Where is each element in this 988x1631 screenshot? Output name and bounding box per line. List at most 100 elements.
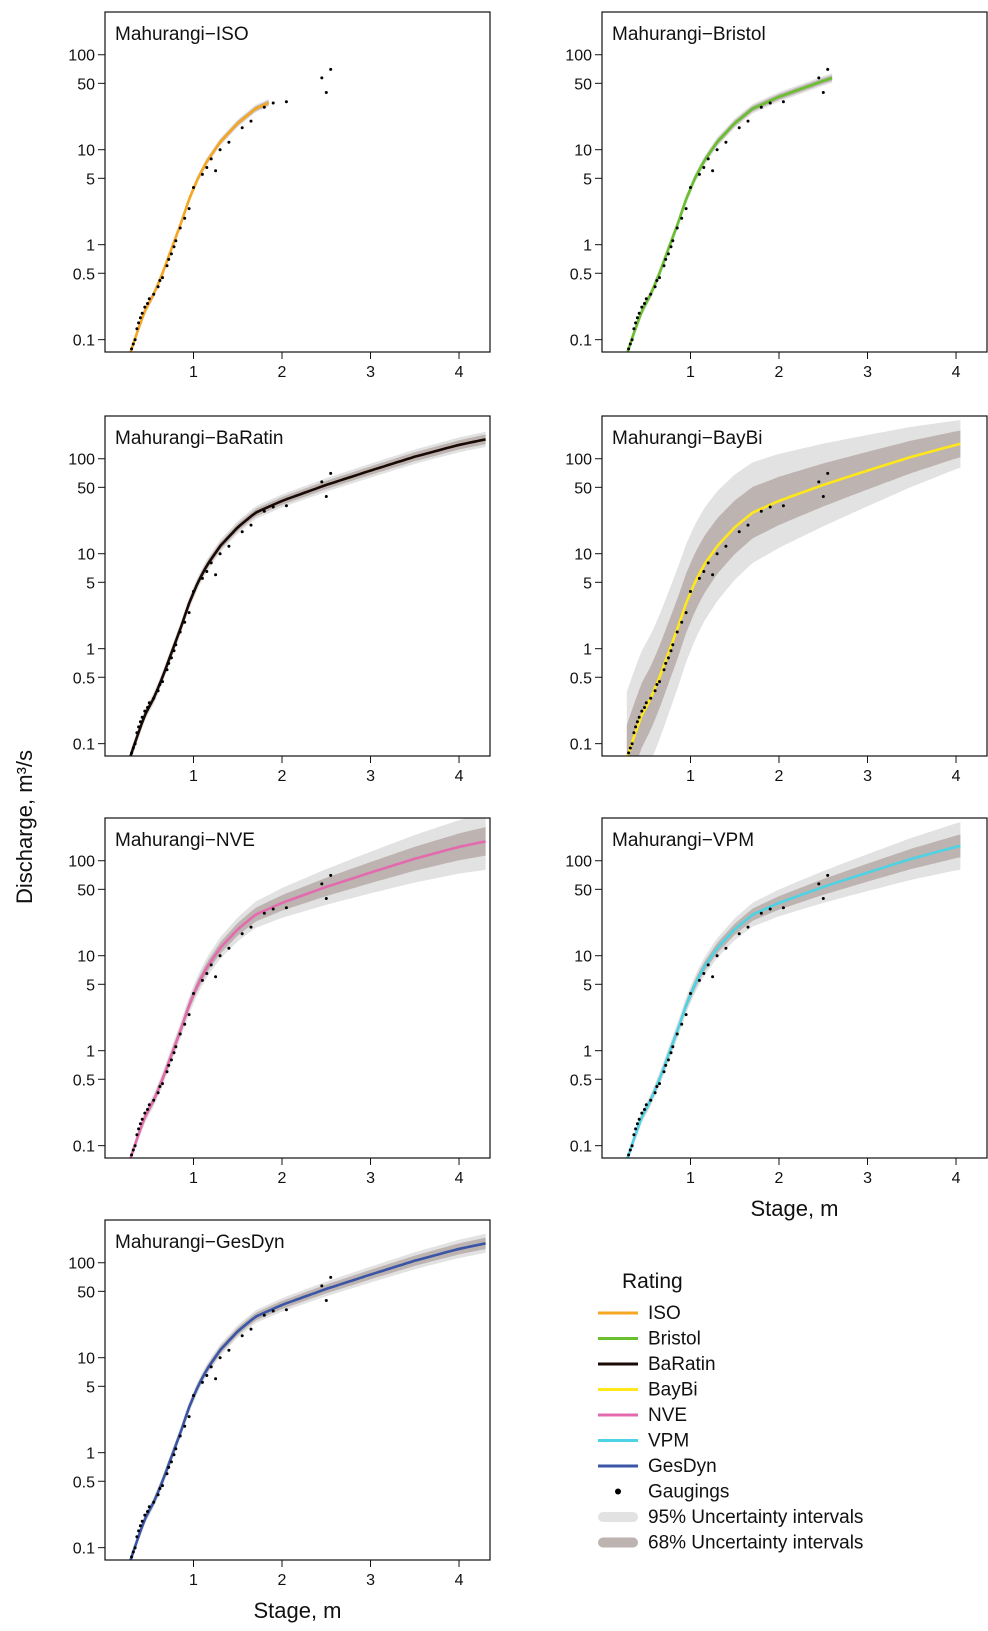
gauging-point xyxy=(680,620,684,624)
y-tick-label: 0.1 xyxy=(73,1541,95,1558)
legend-label: 68% Uncertainty intervals xyxy=(648,1533,863,1554)
x-tick-label: 2 xyxy=(278,1170,287,1187)
gauging-point xyxy=(161,1082,164,1086)
gauging-point xyxy=(209,157,213,161)
uncertainty-band-95 xyxy=(626,420,961,756)
gauging-point xyxy=(697,172,701,176)
gauging-point xyxy=(138,720,142,724)
gauging-point xyxy=(167,661,171,665)
gauging-point xyxy=(746,523,750,527)
panel-bristol: Mahurangi−Bristol 1 2 3 4 100 50 10 5 1 0.5 0.1 xyxy=(565,11,988,381)
uncertainty-band-95 xyxy=(129,1233,486,1560)
gauging-point xyxy=(715,552,719,556)
gauging-point xyxy=(140,311,144,315)
gauging-point xyxy=(227,946,231,950)
y-tick-label: 0.5 xyxy=(73,1072,95,1089)
gauging-point xyxy=(227,140,231,144)
gauging-point xyxy=(689,590,692,593)
y-tick-label: 100 xyxy=(565,48,592,65)
gauging-point xyxy=(165,1472,169,1476)
gauging-point xyxy=(637,1117,641,1121)
gauging-point xyxy=(706,561,710,565)
y-tick-label: 1 xyxy=(86,1044,95,1061)
gauging-point xyxy=(187,611,191,615)
gauging-point xyxy=(240,932,244,936)
legend: Rating ISO Bristol BaRatin BayBi NVE VPM GesDyn… xyxy=(598,1270,863,1554)
x-tick-label: 3 xyxy=(863,364,872,381)
gauging-point xyxy=(634,725,638,729)
y-tick-label: 10 xyxy=(574,547,592,564)
y-tick-label: 50 xyxy=(77,480,95,497)
gauging-point xyxy=(187,1415,191,1419)
y-tick-label: 5 xyxy=(86,575,95,592)
gauging-point xyxy=(161,276,164,280)
y-tick-label: 10 xyxy=(77,547,95,564)
gauging-point xyxy=(249,523,253,527)
gauging-point xyxy=(130,1555,134,1559)
gauging-point xyxy=(131,1148,135,1152)
gauging-point xyxy=(669,649,673,653)
gauging-point xyxy=(630,1144,634,1148)
gauging-point xyxy=(669,1051,673,1055)
y-tick-label: 10 xyxy=(574,949,592,966)
y-tick-label: 0.5 xyxy=(73,1474,95,1491)
panel-title: Mahurangi−NVE xyxy=(115,830,255,851)
gauging-point xyxy=(826,67,830,71)
x-tick-label: 1 xyxy=(189,364,198,381)
y-tick-label: 5 xyxy=(583,977,592,994)
gauging-point xyxy=(152,696,156,700)
gauging-point xyxy=(635,316,639,320)
y-tick-label: 50 xyxy=(574,882,592,899)
uncertainty-band-95 xyxy=(129,431,486,756)
gauging-point xyxy=(138,1122,142,1126)
gauging-point xyxy=(152,1500,156,1504)
gauging-point xyxy=(320,882,324,886)
gauging-point xyxy=(172,245,176,249)
gauging-point xyxy=(143,1513,147,1517)
legend-label: 95% Uncertainty intervals xyxy=(648,1507,863,1528)
gauging-point xyxy=(262,105,266,109)
gauging-point xyxy=(632,731,636,735)
panel-title: Mahurangi−Bristol xyxy=(612,24,766,45)
y-tick-label: 5 xyxy=(583,171,592,188)
gauging-point xyxy=(684,207,688,211)
gauging-point xyxy=(147,297,151,301)
gauging-point xyxy=(135,731,139,735)
rating-curve-gesdyn xyxy=(129,1242,486,1560)
gauging-point xyxy=(192,1394,195,1397)
gauging-point xyxy=(826,471,830,475)
rating-curve-iso xyxy=(129,101,270,352)
legend-label: Gaugings xyxy=(648,1482,729,1503)
gauging-point xyxy=(135,327,139,331)
x-tick-label: 4 xyxy=(455,1170,464,1187)
gauging-point xyxy=(658,680,661,684)
gauging-point xyxy=(826,873,830,877)
y-tick-label: 100 xyxy=(68,854,95,871)
x-tick-label: 1 xyxy=(189,1170,198,1187)
y-tick-label: 0.1 xyxy=(570,737,592,754)
panel-title: Mahurangi−ISO xyxy=(115,24,249,45)
legend-title: Rating xyxy=(622,1270,683,1293)
gauging-point xyxy=(165,1070,169,1074)
gauging-point xyxy=(680,216,684,220)
uncertainty-band-68 xyxy=(626,834,961,1158)
y-tick-label: 0.1 xyxy=(570,1139,592,1156)
gauging-point xyxy=(133,338,137,342)
gauging-point xyxy=(662,1070,666,1074)
gauging-point xyxy=(172,1051,176,1055)
gauging-point xyxy=(200,172,204,176)
panel-title: Mahurangi−BaRatin xyxy=(115,428,283,449)
x-tick-label: 4 xyxy=(455,1572,464,1589)
gauging-point xyxy=(169,252,173,256)
gauging-point xyxy=(143,305,147,309)
gauging-point xyxy=(671,643,675,647)
x-tick-label: 2 xyxy=(775,768,784,785)
gauging-point xyxy=(249,119,253,123)
gauging-point xyxy=(262,911,266,915)
y-tick-label: 1 xyxy=(86,642,95,659)
uncertainty-band-95 xyxy=(626,822,961,1158)
gauging-point xyxy=(737,126,741,130)
gauging-point xyxy=(178,226,182,230)
panel-frame xyxy=(104,11,491,353)
legend-item: GesDyn xyxy=(598,1456,717,1477)
